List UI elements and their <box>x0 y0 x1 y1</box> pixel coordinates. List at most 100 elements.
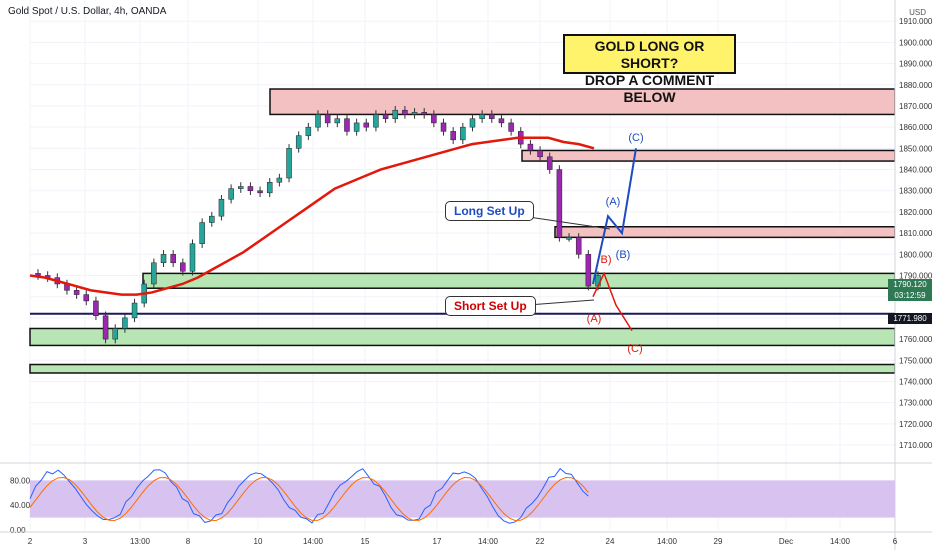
candle-body <box>567 237 572 239</box>
candle-body <box>287 148 292 178</box>
support-zone <box>143 273 895 288</box>
x-tick-label: 14:00 <box>830 537 851 546</box>
candle-body <box>296 136 301 149</box>
candle-body <box>180 263 185 271</box>
candle-body <box>200 223 205 244</box>
x-tick-label: 3 <box>83 537 88 546</box>
candle-body <box>383 114 388 118</box>
candle-body <box>441 123 446 131</box>
y-tick-label: 1830.000 <box>899 187 932 196</box>
x-tick-label: 8 <box>186 537 191 546</box>
candle-body <box>267 182 272 193</box>
y-tick-label: 1730.000 <box>899 399 932 408</box>
candle-body <box>171 254 176 262</box>
candle-body <box>306 127 311 135</box>
y-tick-label: 1750.000 <box>899 356 932 365</box>
candle-body <box>402 110 407 114</box>
wave-label: (A) <box>587 313 602 325</box>
candle-body <box>219 199 224 216</box>
y-tick-label: 1820.000 <box>899 208 932 217</box>
candle-body <box>460 127 465 140</box>
promo-callout: GOLD LONG OR SHORT? DROP A COMMENT BELOW <box>563 34 736 74</box>
y-tick-label: 1710.000 <box>899 441 932 450</box>
candle-body <box>538 150 543 156</box>
y-tick-label: 1880.000 <box>899 81 932 90</box>
countdown-tag: 03:12:59 <box>888 290 932 301</box>
candle-body <box>103 316 108 339</box>
candle-body <box>354 123 359 131</box>
candle-body <box>190 244 195 272</box>
x-tick-label: 10 <box>254 537 263 546</box>
y-tick-label: 1870.000 <box>899 102 932 111</box>
x-tick-label: 6 <box>893 537 898 546</box>
x-tick-label: 15 <box>361 537 370 546</box>
candle-body <box>489 114 494 118</box>
candle-body <box>499 119 504 123</box>
y-tick-label: 1910.000 <box>899 17 932 26</box>
candle-body <box>576 237 581 254</box>
x-tick-label: 14:00 <box>303 537 324 546</box>
candle-body <box>132 303 137 318</box>
candle-body <box>528 144 533 150</box>
y-tick-label: 1760.000 <box>899 335 932 344</box>
candle-body <box>238 186 243 188</box>
y-tick-label: 1720.000 <box>899 420 932 429</box>
candle-body <box>393 110 398 118</box>
x-tick-label: 29 <box>714 537 723 546</box>
short-setup-label: Short Set Up <box>445 296 536 316</box>
y-tick-label: 1810.000 <box>899 229 932 238</box>
current-price-tag: 1790.120 <box>888 279 932 290</box>
candle-body <box>209 216 214 222</box>
candle-body <box>161 254 166 262</box>
x-tick-label: 2 <box>28 537 33 546</box>
wave-label: (C) <box>627 343 642 355</box>
candle-body <box>470 119 475 127</box>
resistance-zone <box>522 150 895 161</box>
candle-body <box>373 114 378 127</box>
candle-body <box>84 295 89 301</box>
candle-body <box>335 119 340 123</box>
wave-label: (B) <box>616 249 631 261</box>
y-tick-label: 1840.000 <box>899 166 932 175</box>
candle-body <box>344 119 349 132</box>
x-tick-label: Dec <box>779 537 793 546</box>
candle-body <box>277 178 282 182</box>
candle-body <box>364 123 369 127</box>
candle-body <box>122 318 127 329</box>
candle-body <box>509 123 514 131</box>
long-setup-label: Long Set Up <box>445 201 534 221</box>
candle-body <box>229 189 234 200</box>
y-tick-label: 1740.000 <box>899 377 932 386</box>
stoch-tick: 80.00 <box>10 476 31 485</box>
candle-body <box>74 290 79 294</box>
candle-body <box>151 263 156 284</box>
candle-body <box>316 114 321 127</box>
x-tick-label: 13:00 <box>130 537 151 546</box>
x-tick-label: 14:00 <box>657 537 678 546</box>
y-tick-label: 1900.000 <box>899 38 932 47</box>
callout-line2: DROP A COMMENT BELOW <box>565 72 734 106</box>
candle-body <box>451 131 456 139</box>
candle-body <box>258 191 263 193</box>
y-tick-label: 1890.000 <box>899 60 932 69</box>
wave-label: (A) <box>606 196 621 208</box>
x-tick-label: 14:00 <box>478 537 499 546</box>
x-tick-label: 22 <box>536 537 545 546</box>
y-tick-label: 1860.000 <box>899 123 932 132</box>
stoch-tick: 0.00 <box>10 526 26 535</box>
currency-label: USD <box>909 8 926 17</box>
long-setup-path <box>593 148 636 284</box>
level-price-tag: 1771.980 <box>888 313 932 324</box>
support-zone <box>30 365 895 373</box>
y-tick-label: 1800.000 <box>899 250 932 259</box>
wave-label: (C) <box>628 132 643 144</box>
candle-body <box>480 114 485 118</box>
candle-body <box>325 114 330 122</box>
callout-line1: GOLD LONG OR SHORT? <box>565 38 734 72</box>
x-tick-label: 24 <box>606 537 615 546</box>
stoch-band <box>30 480 895 517</box>
candle-body <box>431 114 436 122</box>
y-tick-label: 1850.000 <box>899 144 932 153</box>
candle-body <box>557 170 562 238</box>
